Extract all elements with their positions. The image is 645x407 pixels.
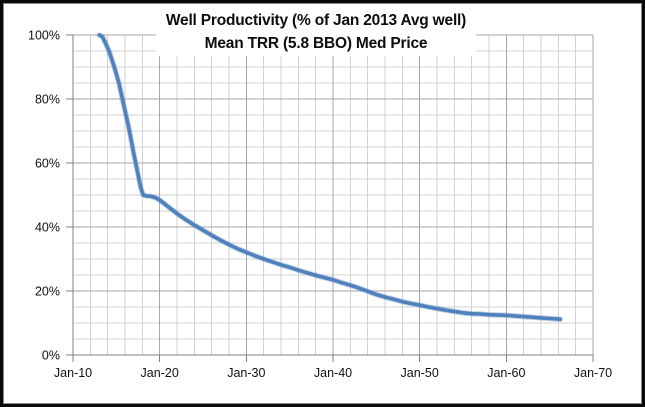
y-tick-label: 80% [35,93,60,107]
x-tick-label: Jan-40 [314,366,352,380]
y-tick-label: 20% [35,285,60,299]
axes [66,34,594,362]
productivity-line [97,33,562,321]
y-tick-label: 60% [35,157,60,171]
y-tick-label: 40% [35,221,60,235]
x-axis-labels: Jan-10 Jan-20 Jan-30 Jan-40 Jan-50 Jan-60 Jan-… [54,366,612,380]
x-tick-label: Jan-10 [54,366,92,380]
series [96,32,563,322]
y-tick-label: 0% [42,349,60,363]
chart-title-line2: Mean TRR (5.8 BBO) Med Price [204,35,428,52]
x-tick-label: Jan-70 [574,366,612,380]
y-tick-label: 100% [28,29,60,43]
chart-title-line1: Well Productivity (% of Jan 2013 Avg wel… [165,12,467,29]
x-tick-label: Jan-50 [401,366,439,380]
productivity-line-halo [96,32,563,322]
x-tick-label: Jan-20 [141,366,179,380]
x-tick-label: Jan-30 [227,366,265,380]
y-axis-labels: 0% 20% 40% 60% 80% 100% [28,29,60,363]
x-tick-label: Jan-60 [487,366,525,380]
chart-title: Well Productivity (% of Jan 2013 Avg wel… [155,7,477,56]
